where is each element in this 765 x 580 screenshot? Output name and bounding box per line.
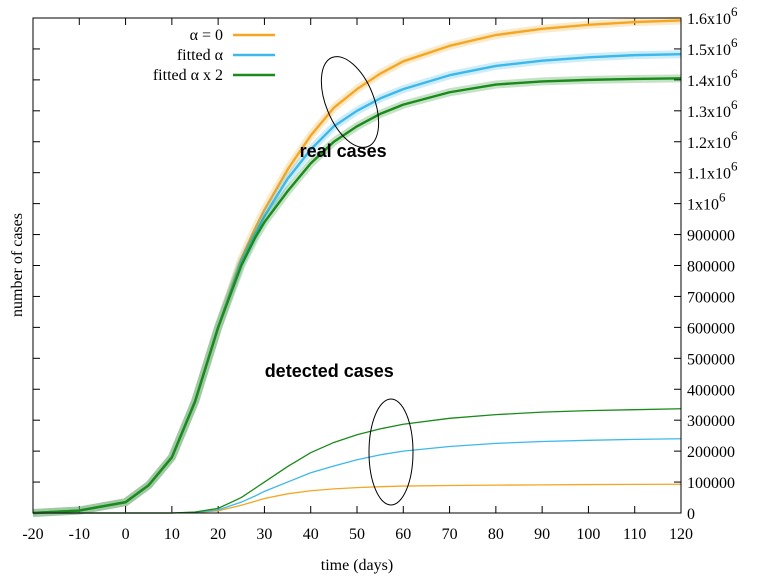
x-axis-label: time (days) — [321, 557, 393, 574]
annotation-real-cases: real cases — [300, 141, 387, 161]
legend-label: fitted α — [177, 47, 224, 64]
x-tick-label: -10 — [69, 526, 90, 543]
y-tick-label: 200000 — [687, 444, 735, 461]
y-tick-label: 400000 — [687, 382, 735, 399]
y-tick-label: 700000 — [687, 289, 735, 306]
legend-label: fitted α x 2 — [153, 67, 223, 84]
y-tick-label: 100000 — [687, 475, 735, 492]
y-tick-label: 600000 — [687, 320, 735, 337]
x-tick-label: 0 — [122, 526, 130, 543]
y-tick-label: 1.2x106 — [687, 128, 738, 152]
real-cases-ellipse — [320, 56, 380, 148]
y-tick-label: 0 — [687, 506, 695, 523]
y-tick-label: 500000 — [687, 351, 735, 368]
annotation-detected-cases: detected cases — [265, 361, 394, 381]
x-tick-label: 120 — [669, 526, 693, 543]
annotation-layer: real cases detected cases — [265, 141, 394, 381]
x-tick-label: 30 — [256, 526, 272, 543]
plot-frame — [32, 17, 682, 514]
y-tick-label: 800000 — [687, 259, 735, 276]
x-tick-label: 100 — [576, 526, 600, 543]
y-tick-label: 900000 — [687, 228, 735, 245]
series-line-real-cases-0 — [32, 19, 682, 515]
legend: α = 0 fitted α fitted α x 2 — [153, 27, 275, 84]
x-tick-label: 10 — [164, 526, 180, 543]
x-tick-label: 40 — [303, 526, 319, 543]
series-band-real-cases-0 — [32, 16, 682, 517]
y-tick-label: 1.5x106 — [687, 35, 738, 59]
annotation-ellipses — [320, 56, 414, 506]
detected-cases-ellipse — [368, 398, 414, 506]
y-tick-label: 300000 — [687, 413, 735, 430]
x-tick-label: -20 — [22, 526, 43, 543]
y-axis-label: number of cases — [9, 213, 26, 317]
x-tick-label: 80 — [488, 526, 504, 543]
legend-label: α = 0 — [190, 27, 223, 44]
x-tick-label: 50 — [349, 526, 365, 543]
y-tick-label: 1.4x106 — [687, 66, 738, 90]
y-tick-label: 1.1x106 — [687, 159, 738, 183]
x-tick-label: 60 — [395, 526, 411, 543]
x-tick-label: 70 — [442, 526, 458, 543]
y-tick-label: 1.6x106 — [687, 4, 738, 28]
y-tick-label: 1.3x106 — [687, 97, 738, 121]
y-tick-label: 1x106 — [687, 190, 726, 214]
ticks-layer: -20 -10 0 10 20 30 40 50 60 70 80 90 100 110 120 0 10000… — [22, 4, 738, 543]
x-tick-label: 110 — [623, 526, 646, 543]
x-tick-label: 90 — [534, 526, 550, 543]
x-tick-label: 20 — [210, 526, 226, 543]
series-layer — [32, 16, 682, 517]
series-line-real-cases-2 — [32, 77, 682, 515]
